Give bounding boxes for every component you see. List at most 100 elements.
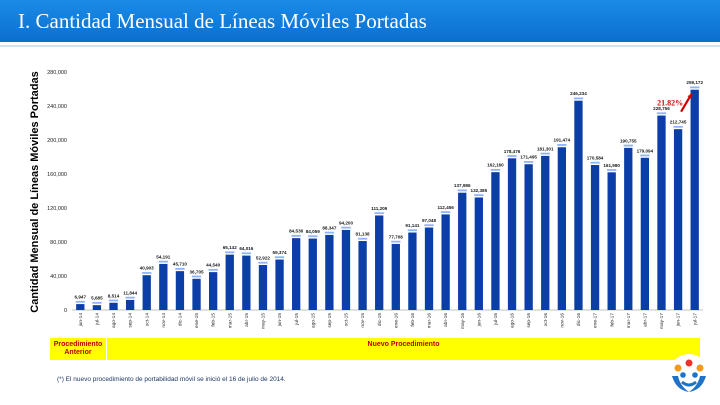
bar-abr-16 (441, 214, 450, 310)
bar-cap-nov-15 (357, 237, 368, 240)
x-tick-ene-15: ene-15 (194, 313, 200, 328)
bar-feb-15 (208, 272, 218, 310)
x-tick-jul-17: jul-17 (692, 313, 698, 326)
bar-jun-14 (76, 304, 85, 310)
bar-sep-16 (524, 164, 533, 310)
bar-nov-16 (557, 147, 567, 310)
x-tick-mar-17: mar-17 (626, 313, 632, 329)
bar-cap-mar-17 (623, 144, 633, 147)
bar-cap-oct-15 (341, 226, 351, 229)
value-label-jul-15: 84,536 (289, 229, 303, 234)
bar-ago-16 (507, 158, 517, 310)
bar-cap-nov-16 (557, 144, 567, 146)
value-label-feb-15: 44,540 (206, 263, 220, 268)
x-tick-abr-15: abr-15 (244, 313, 250, 327)
bar-cap-jul-16 (490, 168, 501, 171)
value-label-ago-16: 178,476 (504, 149, 521, 154)
x-tick-jun-15: jun-15 (277, 313, 283, 328)
bar-cap-abr-15 (241, 252, 252, 255)
bar-cap-dic-16 (573, 97, 584, 100)
x-tick-abr-16: abr-16 (443, 313, 449, 327)
x-tick-feb-16: feb-16 (410, 313, 416, 327)
bar-ago-15 (308, 238, 317, 310)
x-tick-sep-15: sep-15 (327, 313, 333, 328)
y-tick-label: 120,000 (47, 206, 67, 212)
x-tick-jul-15: jul-15 (294, 313, 300, 326)
value-label-ene-17: 170,584 (587, 156, 604, 161)
bar-ene-15 (192, 278, 201, 310)
bar-ago-14 (109, 302, 118, 310)
value-label-sep-15: 88,347 (322, 225, 336, 230)
x-tick-jun-14: jun-14 (78, 313, 84, 328)
x-tick-abr-17: abr-17 (642, 313, 648, 327)
value-label-sep-14: 11,844 (123, 290, 137, 295)
bar-cap-ene-15 (191, 275, 202, 278)
bar-sep-14 (125, 299, 135, 310)
bar-cap-abr-16 (440, 211, 451, 214)
y-tick-label: 40,000 (50, 274, 67, 280)
x-tick-ago-14: ago-14 (111, 313, 117, 328)
value-label-nov-15: 81,138 (356, 232, 370, 237)
x-tick-jun-17: jun-17 (676, 313, 682, 328)
bar-cap-jun-17 (673, 125, 683, 128)
x-tick-may-15: may-15 (261, 313, 267, 329)
bar-ene-16 (391, 243, 400, 310)
value-label-abr-15: 64,016 (239, 246, 253, 251)
x-tick-jun-16: jun-16 (476, 313, 482, 328)
bar-ene-17 (590, 165, 600, 310)
bar-cap-nov-14 (158, 260, 168, 263)
y-tick-label: 160,000 (47, 172, 67, 178)
bar-oct-14 (142, 275, 151, 310)
bar-jun-16 (474, 197, 483, 310)
bar-cap-abr-17 (640, 154, 650, 157)
bar-jun-15 (275, 259, 284, 310)
bar-may-17 (657, 115, 666, 310)
x-tick-sep-16: sep-16 (526, 313, 532, 328)
x-tick-nov-15: nov-15 (360, 313, 366, 328)
x-tick-jul-14: jul-14 (95, 313, 101, 326)
bar-mar-16 (424, 227, 434, 310)
bar-cap-ene-16 (391, 240, 401, 243)
bar-cap-jun-16 (474, 194, 484, 197)
bar-cap-mar-15 (225, 251, 235, 254)
x-tick-oct-16: oct-16 (543, 313, 549, 327)
value-label-jun-16: 132,385 (471, 188, 488, 193)
value-label-dic-16: 246,234 (570, 91, 587, 96)
value-label-sep-16: 171,495 (520, 155, 537, 160)
bar-cap-jul-17 (690, 86, 700, 89)
value-label-may-17: 228,756 (653, 106, 670, 111)
bar-dic-15 (375, 215, 384, 310)
bar-sep-15 (325, 234, 334, 310)
bar-oct-15 (341, 229, 351, 310)
bar-cap-ago-15 (308, 235, 318, 238)
value-label-jun-15: 59,374 (273, 250, 287, 255)
page-title: I. Cantidad Mensual de Líneas Móviles Po… (18, 9, 427, 33)
value-label-dic-14: 45,710 (173, 262, 187, 267)
value-label-ene-16: 77,708 (389, 234, 403, 239)
x-axis-ticks: jun-14 jul-14 ago-14 sep-14 oct-14 nov-14 dic-… (78, 313, 698, 329)
bar-mar-17 (624, 147, 633, 310)
bar-feb-16 (408, 232, 417, 310)
bar-cap-oct-16 (540, 152, 550, 155)
growth-annotation: 21.82% (657, 93, 693, 113)
bar-dic-14 (175, 271, 185, 310)
bar-nov-15 (358, 241, 367, 310)
value-label-ene-15: 36,705 (190, 269, 204, 274)
x-tick-mar-16: mar-16 (427, 313, 433, 329)
bar-chart: Cantidad Mensual de Líneas Móviles Porta… (29, 70, 704, 329)
bar-jul-15 (292, 238, 301, 310)
y-tick-label: 240,000 (47, 104, 67, 110)
y-tick-label: 200,000 (47, 138, 67, 144)
title-bar: I. Cantidad Mensual de Líneas Móviles Po… (0, 0, 720, 42)
bar-may-15 (258, 265, 268, 310)
bar-cap-feb-17 (607, 169, 617, 171)
new-procedure-band: Nuevo Procedimiento (107, 338, 700, 360)
y-tick-label: 280,000 (47, 70, 67, 76)
x-tick-mar-15: mar-15 (227, 313, 233, 329)
bar-cap-sep-16 (523, 161, 534, 163)
bar-cap-ago-16 (507, 155, 517, 157)
value-label-nov-16: 191,474 (554, 138, 571, 143)
growth-arrow-head (687, 93, 692, 99)
previous-procedure-band: Procedimiento Anterior (50, 338, 107, 360)
